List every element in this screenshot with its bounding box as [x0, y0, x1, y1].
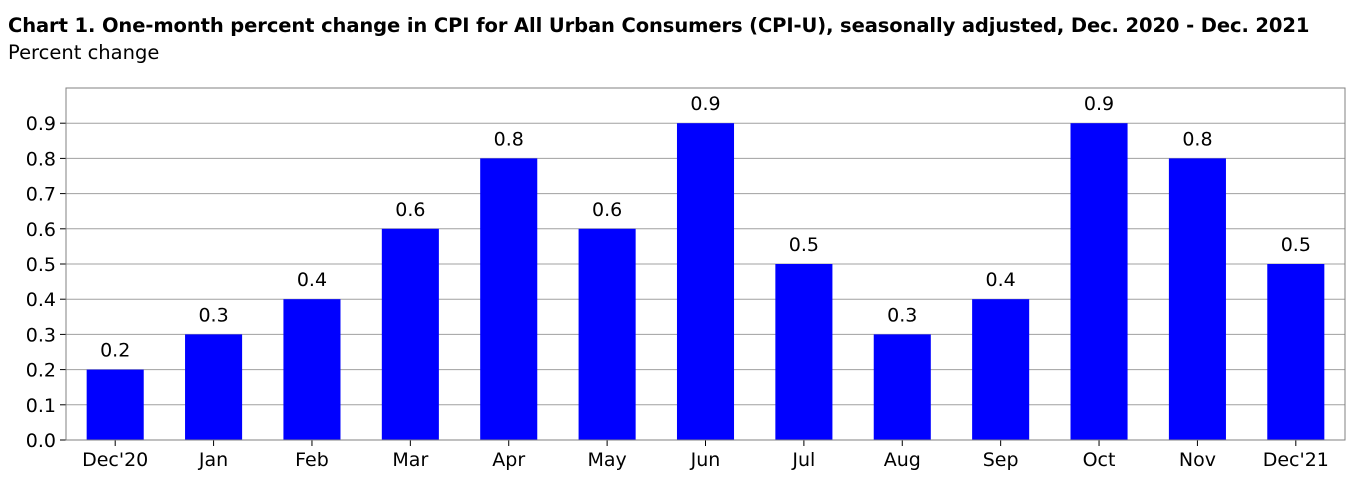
bar — [1070, 123, 1128, 440]
x-tick-label: Jan — [198, 449, 228, 471]
data-labels: 0.2 0.3 0.4 0.6 0.8 0.6 0.9 0.5 0.3 0.4 0.9 0.8 0.5 — [100, 93, 1311, 361]
bar — [578, 228, 636, 440]
y-tick-label: 0.1 — [26, 395, 56, 417]
data-label: 0.2 — [100, 340, 130, 362]
data-label: 0.3 — [887, 304, 917, 326]
bars — [86, 123, 1325, 440]
data-label: 0.9 — [1084, 93, 1114, 115]
data-label: 0.5 — [789, 234, 819, 256]
bar — [86, 369, 144, 440]
y-tick-label: 0.9 — [26, 113, 56, 135]
x-tick-label: Oct — [1083, 449, 1116, 471]
y-tick-label: 0.6 — [26, 219, 56, 241]
x-tick-label: May — [587, 449, 626, 471]
y-tick-labels: 0.0 0.1 0.2 0.3 0.4 0.5 0.6 0.7 0.8 0.9 — [26, 113, 56, 452]
bar — [873, 334, 931, 440]
data-label: 0.8 — [494, 128, 524, 150]
data-label: 0.6 — [395, 199, 425, 221]
plot-frame — [65, 87, 1346, 441]
data-label: 0.8 — [1182, 128, 1212, 150]
x-tick-label: Mar — [392, 449, 428, 471]
x-tick-label: Dec'21 — [1263, 449, 1329, 471]
y-tick-label: 0.0 — [26, 430, 56, 452]
x-tick-label: Sep — [983, 449, 1019, 471]
bar — [972, 299, 1030, 440]
x-tick-label: Feb — [295, 449, 329, 471]
data-label: 0.4 — [986, 269, 1016, 291]
data-label: 0.3 — [198, 304, 228, 326]
bar — [381, 228, 439, 440]
y-tick-label: 0.7 — [26, 184, 56, 206]
x-tick-label: Apr — [492, 449, 525, 471]
y-tick-label: 0.8 — [26, 148, 56, 170]
x-tick-labels: Dec'20 Jan Feb Mar Apr May Jun Jul Aug Sep Oct Nov D… — [82, 449, 1329, 471]
x-tick-label: Dec'20 — [82, 449, 148, 471]
data-label: 0.6 — [592, 199, 622, 221]
x-tick-label: Jun — [690, 449, 721, 471]
bar — [775, 264, 833, 440]
y-axis-label: Percent change — [8, 41, 160, 64]
bar — [283, 299, 341, 440]
chart-title: Chart 1. One-month percent change in CPI… — [8, 14, 1310, 37]
bar — [480, 158, 538, 440]
y-tick-label: 0.5 — [26, 254, 56, 276]
y-tick-label: 0.2 — [26, 360, 56, 382]
bar — [1168, 158, 1226, 440]
data-label: 0.4 — [297, 269, 327, 291]
x-tick-label: Nov — [1179, 449, 1216, 471]
y-tick-label: 0.4 — [26, 289, 56, 311]
bar — [185, 334, 243, 440]
y-tick-label: 0.3 — [26, 324, 56, 346]
data-label: 0.9 — [690, 93, 720, 115]
data-label: 0.5 — [1281, 234, 1311, 256]
x-tick-label: Jul — [791, 449, 815, 471]
bar — [676, 123, 735, 440]
bar — [1267, 264, 1325, 440]
x-tick-label: Aug — [884, 449, 921, 471]
